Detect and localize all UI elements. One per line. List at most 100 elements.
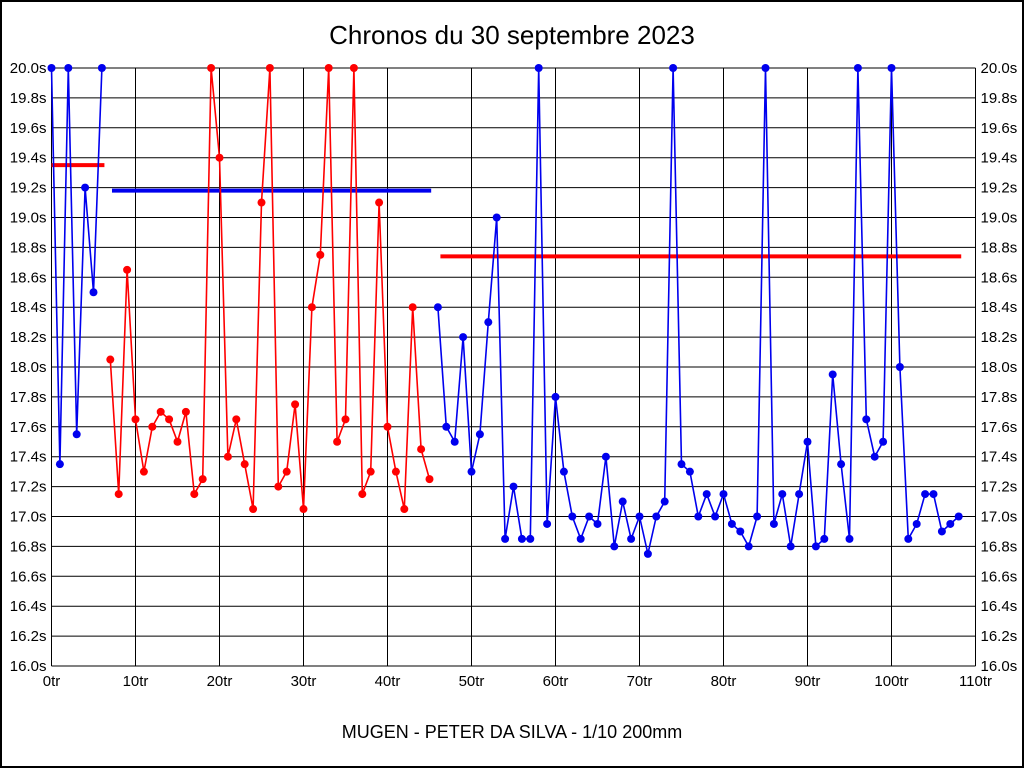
y-tick-label-left: 18.2s	[10, 329, 47, 346]
data-point	[492, 213, 501, 222]
y-tick-label-right: 19.4s	[981, 150, 1018, 167]
data-point	[677, 460, 686, 469]
data-point	[543, 519, 552, 528]
data-point	[64, 64, 73, 72]
data-point	[702, 490, 711, 499]
data-point	[198, 475, 207, 484]
data-point	[585, 512, 594, 521]
grid-lines	[51, 67, 976, 667]
data-point	[601, 452, 610, 461]
data-point	[501, 534, 510, 543]
data-point	[761, 64, 770, 72]
data-point	[265, 64, 274, 72]
y-tick-label-left: 17.8s	[10, 389, 47, 406]
data-point	[795, 490, 804, 499]
y-tick-label-right: 18.6s	[981, 269, 1018, 286]
y-tick-label-right: 19.0s	[981, 210, 1018, 227]
y-tick-label-right: 19.6s	[981, 120, 1018, 137]
x-tick-label: 90tr	[795, 673, 821, 690]
data-point	[47, 64, 56, 72]
data-point	[685, 467, 694, 476]
data-point	[97, 64, 106, 72]
x-axis-labels: 0tr 10tr 20tr 30tr 40tr 50tr 60tr 70tr 80tr 90tr 1…	[43, 673, 992, 690]
y-tick-label-right: 18.8s	[981, 239, 1018, 256]
data-point	[946, 519, 955, 528]
data-point	[559, 467, 568, 476]
data-point	[114, 490, 123, 499]
data-point	[349, 64, 358, 72]
data-point	[139, 467, 148, 476]
y-tick-label-left: 17.0s	[10, 509, 47, 526]
data-point	[190, 490, 199, 499]
y-tick-label-left: 19.6s	[10, 120, 47, 137]
y-tick-label-left: 18.8s	[10, 239, 47, 256]
y-tick-label-left: 16.0s	[10, 658, 47, 675]
data-point	[694, 512, 703, 521]
data-point	[165, 415, 174, 424]
data-point	[937, 527, 946, 536]
data-point	[769, 519, 778, 528]
data-point	[55, 460, 64, 469]
data-point	[954, 512, 963, 521]
data-point	[240, 460, 249, 469]
y-tick-label-left: 18.0s	[10, 359, 47, 376]
y-tick-label-left: 18.6s	[10, 269, 47, 286]
data-point	[853, 64, 862, 72]
data-point	[929, 490, 938, 499]
data-point	[400, 505, 409, 514]
data-point	[921, 490, 930, 499]
x-tick-label: 40tr	[375, 673, 401, 690]
data-point	[375, 198, 384, 207]
y-tick-label-right: 20.0s	[981, 60, 1018, 77]
data-point	[811, 542, 820, 551]
y-tick-label-right: 16.0s	[981, 658, 1018, 675]
data-point	[904, 534, 913, 543]
data-point	[316, 250, 325, 259]
data-point	[442, 422, 451, 431]
data-point	[307, 303, 316, 312]
data-point	[408, 303, 417, 312]
data-point	[744, 542, 753, 551]
data-point	[81, 183, 90, 192]
x-tick-label: 0tr	[43, 673, 61, 690]
data-point	[341, 415, 350, 424]
data-point	[274, 482, 283, 491]
data-point	[324, 64, 333, 72]
data-point	[257, 198, 266, 207]
data-point	[879, 437, 888, 446]
data-point	[459, 333, 468, 342]
data-point	[845, 534, 854, 543]
data-point	[391, 467, 400, 476]
y-tick-label-left: 19.2s	[10, 180, 47, 197]
data-point	[131, 415, 140, 424]
y-tick-label-right: 18.0s	[981, 359, 1018, 376]
y-tick-label-right: 16.6s	[981, 568, 1018, 585]
y-tick-label-right: 16.8s	[981, 538, 1018, 555]
data-point	[526, 534, 535, 543]
y-tick-label-right: 17.6s	[981, 419, 1018, 436]
data-point	[333, 437, 342, 446]
x-tick-label: 10tr	[123, 673, 149, 690]
y-tick-label-left: 18.4s	[10, 299, 47, 316]
data-point	[291, 400, 300, 409]
data-point	[232, 415, 241, 424]
data-point	[249, 505, 258, 514]
data-point	[517, 534, 526, 543]
y-tick-label-left: 20.0s	[10, 60, 47, 77]
y-tick-label-left: 16.8s	[10, 538, 47, 555]
x-tick-label: 80tr	[711, 673, 737, 690]
data-point	[223, 452, 232, 461]
data-point	[660, 497, 669, 506]
data-point	[870, 452, 879, 461]
data-point	[450, 437, 459, 446]
data-point	[719, 490, 728, 499]
y-tick-label-right: 19.2s	[981, 180, 1018, 197]
y-tick-label-left: 19.4s	[10, 150, 47, 167]
data-point	[148, 422, 157, 431]
data-point	[534, 64, 543, 72]
x-tick-label: 20tr	[207, 673, 233, 690]
data-point	[475, 430, 484, 439]
data-point	[106, 355, 115, 364]
